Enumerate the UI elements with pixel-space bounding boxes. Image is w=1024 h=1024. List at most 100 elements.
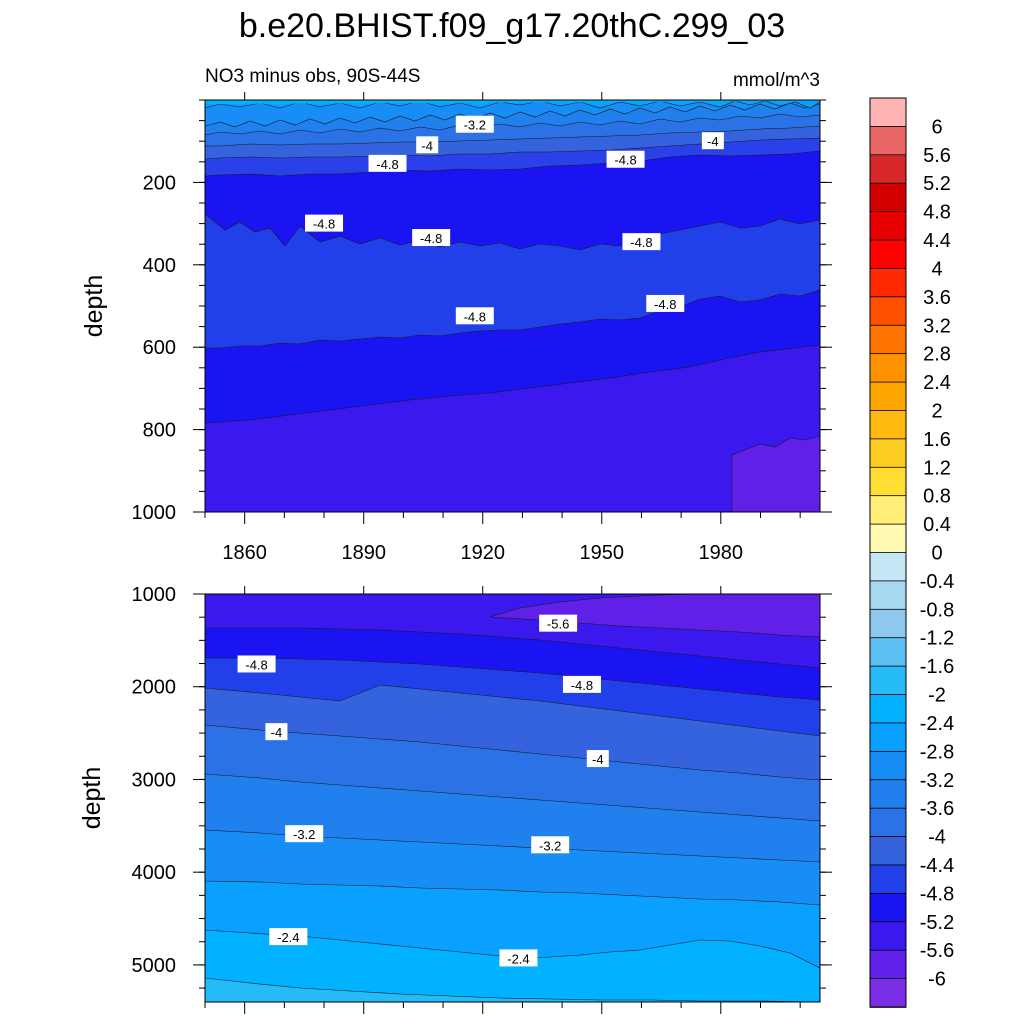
bottom-band-6 <box>489 594 820 638</box>
contour-label-box <box>586 750 609 768</box>
colorbar-swatch <box>869 239 907 270</box>
contour-label-box <box>499 949 538 967</box>
contour-label-text: -4.8 <box>630 235 652 250</box>
contour-label-box <box>305 214 344 232</box>
contour-label-box <box>606 150 645 168</box>
contour-label-text: -5.6 <box>547 617 569 632</box>
colorbar-label: -3.2 <box>920 770 954 792</box>
top-band-2 <box>205 100 820 104</box>
colorbar-label: 6 <box>931 116 942 138</box>
colorbar-label: 1.2 <box>923 457 951 479</box>
colorbar-swatch <box>869 126 907 156</box>
contour-label: -4.8 <box>646 294 685 312</box>
contour-label: -4 <box>265 723 288 741</box>
contour-label-text: -4.8 <box>614 153 636 168</box>
colorbar-swatch <box>869 722 907 753</box>
contour-label-text: -4 <box>271 725 283 740</box>
y-tick-label: 5000 <box>132 955 177 977</box>
y-tick-label: 800 <box>143 420 176 442</box>
x-tick-label: 1860 <box>222 542 267 564</box>
right-subtitle: mmol/m^3 <box>733 70 820 91</box>
colorbar-swatch <box>869 580 907 611</box>
colorbar-label: 0 <box>931 543 942 565</box>
contour-label-box <box>455 307 494 325</box>
contour-label: -4.8 <box>412 229 451 247</box>
colorbar-label: 0.8 <box>923 486 951 508</box>
contour-label: -3.2 <box>531 836 570 854</box>
contour-label-text: -4.8 <box>376 157 398 172</box>
y-tick-label: 400 <box>143 255 176 277</box>
contour-label-box <box>265 723 288 741</box>
contour-label-text: -4 <box>592 752 604 767</box>
colorbar-label: -5.6 <box>920 940 954 962</box>
colorbar-swatch <box>869 438 907 469</box>
colorbar-label: -2.8 <box>920 741 954 763</box>
colorbar-swatch <box>869 779 907 809</box>
contour-label-text: -4.8 <box>420 231 442 246</box>
contour-label: -5.6 <box>539 614 578 632</box>
colorbar-label: -6 <box>928 969 946 991</box>
x-tick-label: 1950 <box>580 542 625 564</box>
contour-label: -4.8 <box>562 675 601 693</box>
colorbar-label: -2 <box>928 685 946 707</box>
colorbar-label: -4.4 <box>920 855 954 877</box>
bottom-y-label: depth <box>78 767 106 830</box>
colorbar-swatch <box>869 154 907 185</box>
colorbar-swatch <box>869 97 907 128</box>
contour-label: -3.2 <box>455 115 494 133</box>
y-tick-label: 2000 <box>132 677 177 699</box>
colorbar-swatch <box>869 750 907 781</box>
top-y-label: depth <box>80 275 108 338</box>
contour-label-box <box>622 233 661 251</box>
bottom-plot-frame <box>204 593 821 1003</box>
contour-label-text: -4.8 <box>245 657 267 672</box>
colorbar-swatch <box>869 381 907 412</box>
colorbar-swatch <box>869 211 907 241</box>
colorbar-swatch <box>869 864 907 895</box>
contour-label-box <box>416 136 439 154</box>
colorbar-swatch <box>869 523 907 554</box>
colorbar-label: -1.2 <box>920 628 954 650</box>
colorbar-label: 0.4 <box>923 514 951 536</box>
contour-label: -3.2 <box>285 825 324 843</box>
contour-label: -4.8 <box>305 214 344 232</box>
colorbar-swatch <box>869 552 907 582</box>
colorbar-swatch <box>869 665 907 696</box>
colorbar-swatch <box>869 466 907 497</box>
contour-label-box <box>285 825 324 843</box>
colorbar-label: 1.6 <box>923 429 951 451</box>
contour-label-text: -2.4 <box>277 930 299 945</box>
contour-label-text: -4.8 <box>571 678 593 693</box>
colorbar-swatch <box>869 836 907 866</box>
x-tick-label: 1980 <box>699 542 744 564</box>
contour-label-text: -4.8 <box>464 309 486 324</box>
y-tick-label: 4000 <box>132 862 177 884</box>
colorbar-swatch <box>869 637 907 667</box>
bottom-band-1.6 <box>205 977 820 1002</box>
bottom-axes: 1000 2000 3000 4000 5000 <box>132 584 832 1014</box>
contour-label-text: -3.2 <box>464 118 486 133</box>
contour-label: -4.8 <box>368 154 407 172</box>
contour-label-text: -3.2 <box>293 827 315 842</box>
contour-label-box <box>701 132 724 150</box>
y-tick-label: 200 <box>143 172 176 194</box>
contour-label-text: -4 <box>421 138 433 153</box>
top-axes: 1860 1890 1920 1950 1980 200 400 600 800 1000 <box>132 92 832 564</box>
colorbar-swatch <box>869 353 907 383</box>
contour-label-box <box>368 154 407 172</box>
contour-label-box <box>455 115 494 133</box>
colorbar-label: 3.6 <box>923 287 951 309</box>
colorbar-label: -1.6 <box>920 656 954 678</box>
y-tick-label: 1000 <box>132 584 177 606</box>
contour-label: -4.8 <box>237 655 276 673</box>
bottom-panel: 1000 2000 3000 4000 5000 -5.6 -4.8 -4.8 -4 -4 -3.… <box>78 584 832 1014</box>
contour-label-box <box>539 614 578 632</box>
contour-label: -4.8 <box>606 150 645 168</box>
colorbar-swatch <box>869 978 907 1008</box>
contour-label-text: -4.8 <box>654 297 676 312</box>
colorbar-label: -0.4 <box>920 571 954 593</box>
colorbar-label: 2.8 <box>923 344 951 366</box>
y-tick-label: 600 <box>143 337 176 359</box>
top-band-6 <box>731 435 820 512</box>
